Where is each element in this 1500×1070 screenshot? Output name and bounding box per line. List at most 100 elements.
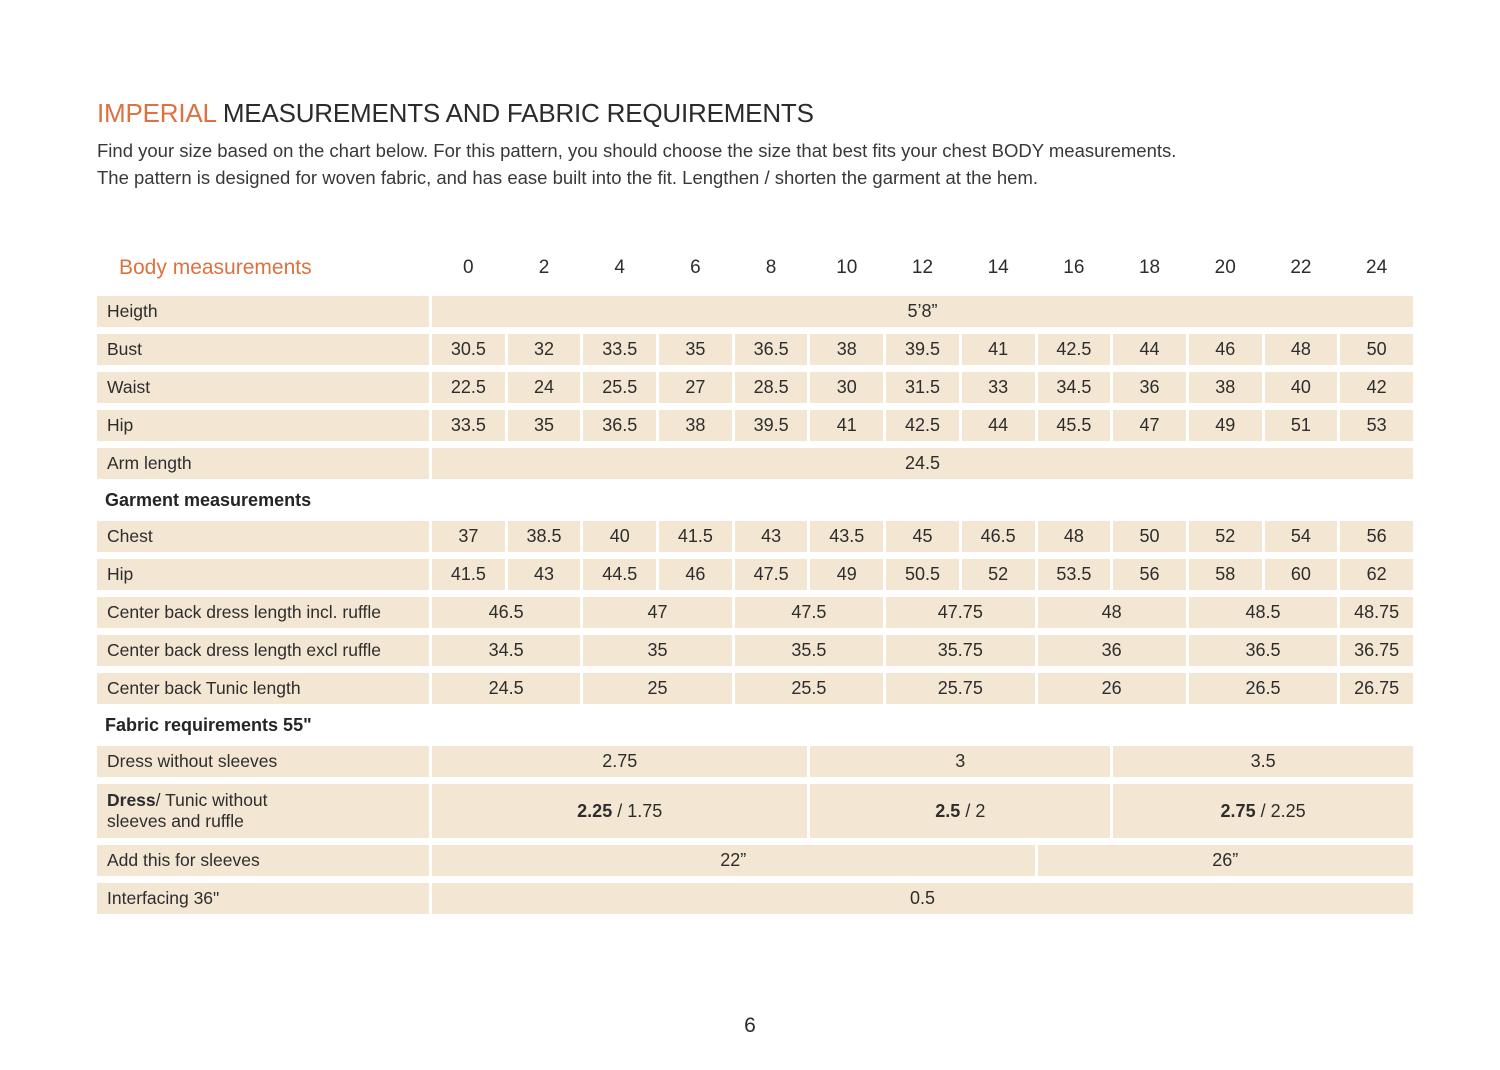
value-cell: 38 bbox=[810, 334, 884, 365]
value-cell: 30.5 bbox=[432, 334, 505, 365]
value-cell: 56 bbox=[1340, 521, 1413, 552]
row-label: Dress without sleeves bbox=[97, 746, 429, 777]
value-cell: 39.5 bbox=[734, 410, 808, 441]
value-cell: 36 bbox=[1037, 635, 1186, 666]
value-cell: 48 bbox=[1264, 334, 1338, 365]
value-cell: 33.5 bbox=[432, 410, 505, 441]
value-cell: 42.5 bbox=[1037, 334, 1111, 365]
value-cell: 38.5 bbox=[507, 521, 581, 552]
table-row: Center back Tunic length 24.5 25 25.5 25.75 2… bbox=[97, 673, 1413, 704]
value-cell: 24.5 bbox=[432, 673, 581, 704]
value-cell: 48.75 bbox=[1340, 597, 1413, 628]
value-cell: 25.75 bbox=[886, 673, 1035, 704]
value-cell: 49 bbox=[810, 559, 884, 590]
row-label: Center back dress length excl ruffle bbox=[97, 635, 429, 666]
page-title-rest: MEASUREMENTS AND FABRIC REQUIREMENTS bbox=[222, 98, 814, 128]
value-cell: 40 bbox=[1264, 372, 1338, 403]
table-row: Center back dress length excl ruffle 34.5… bbox=[97, 635, 1413, 666]
value-cell: 25.5 bbox=[583, 372, 657, 403]
value-cell: 2.5 / 2 bbox=[810, 784, 1111, 838]
size-column-header: 6 bbox=[690, 257, 701, 278]
value-bold: 2.5 bbox=[935, 800, 961, 821]
value-cell: 30 bbox=[810, 372, 884, 403]
row-label: Center back Tunic length bbox=[97, 673, 429, 704]
value-cell: 27 bbox=[659, 372, 732, 403]
value-cell: 41 bbox=[810, 410, 884, 441]
value-cell: 25.5 bbox=[734, 673, 884, 704]
value-cell: 28.5 bbox=[734, 372, 808, 403]
value-cell: 54 bbox=[1264, 521, 1338, 552]
size-column-header: 2 bbox=[538, 257, 550, 278]
row-label: Center back dress length incl. ruffle bbox=[97, 597, 429, 628]
value-cell: 52 bbox=[961, 559, 1035, 590]
table-row: Dress/ Tunic without sleeves and ruffle 2… bbox=[97, 784, 1413, 838]
table-row: Garment measurements bbox=[97, 486, 1413, 514]
value-cell: 22.5 bbox=[432, 372, 505, 403]
value-cell: 39.5 bbox=[886, 334, 959, 365]
value-cell: 46 bbox=[659, 559, 732, 590]
table-row: Dress without sleeves 2.75 3 3.5 bbox=[97, 746, 1413, 777]
value-cell: 48.5 bbox=[1188, 597, 1338, 628]
value-bold: 2.75 bbox=[1220, 800, 1256, 821]
row-label: Arm length bbox=[97, 448, 429, 479]
value-cell: 43 bbox=[507, 559, 581, 590]
value-cell: 2.75 / 2.25 bbox=[1113, 784, 1413, 838]
page-title: IMPERIAL MEASUREMENTS AND FABRIC REQUIRE… bbox=[97, 98, 1427, 129]
value-cell: 2.75 bbox=[432, 746, 808, 777]
value-cell: 56 bbox=[1113, 559, 1186, 590]
value-cell: 34.5 bbox=[432, 635, 581, 666]
page-title-accent: IMPERIAL bbox=[97, 98, 216, 128]
page-number: 6 bbox=[744, 1014, 756, 1037]
value-cell: 2.25 / 1.75 bbox=[432, 784, 808, 838]
intro-text: Find your size based on the chart below.… bbox=[97, 137, 1427, 191]
row-label: Hip bbox=[97, 410, 429, 441]
value-cell: 43 bbox=[734, 521, 808, 552]
value-cell: 48 bbox=[1037, 521, 1111, 552]
row-label: Add this for sleeves bbox=[97, 845, 429, 876]
table-row: Add this for sleeves 22” 26” bbox=[97, 845, 1413, 876]
value-cell: 49 bbox=[1188, 410, 1262, 441]
value-cell: 5’8” bbox=[432, 296, 1413, 327]
size-column-header: 12 bbox=[911, 257, 934, 278]
size-column-header: 18 bbox=[1138, 257, 1161, 278]
value-cell: 22” bbox=[432, 845, 1035, 876]
value-cell: 36.5 bbox=[734, 334, 808, 365]
value-cell: 47 bbox=[583, 597, 732, 628]
value-cell: 35.5 bbox=[734, 635, 884, 666]
size-column-header: 4 bbox=[614, 257, 625, 278]
value-cell: 26 bbox=[1037, 673, 1186, 704]
row-label-bold: Dress bbox=[107, 790, 156, 810]
value-cell: 26.5 bbox=[1188, 673, 1338, 704]
size-column-header: 8 bbox=[765, 257, 777, 278]
table-row: Arm length 24.5 bbox=[97, 448, 1413, 479]
value-cell: 3 bbox=[810, 746, 1111, 777]
value-cell: 58 bbox=[1188, 559, 1262, 590]
value-cell: 46.5 bbox=[432, 597, 581, 628]
measurements-table: Body measurements 0 2 4 6 8 10 12 14 16 18 20 22 24 He… bbox=[94, 240, 1416, 921]
intro-line-2: The pattern is designed for woven fabric… bbox=[97, 167, 1038, 188]
value-cell: 47.75 bbox=[886, 597, 1035, 628]
value-cell: 41 bbox=[961, 334, 1035, 365]
size-column-header: 14 bbox=[987, 257, 1009, 278]
value-cell: 35 bbox=[583, 635, 732, 666]
value-bold: 2.25 bbox=[577, 800, 613, 821]
size-column-header: 24 bbox=[1366, 257, 1388, 278]
row-label: Heigth bbox=[97, 296, 429, 327]
value-cell: 37 bbox=[432, 521, 505, 552]
value-cell: 42 bbox=[1340, 372, 1413, 403]
value-cell: 35 bbox=[659, 334, 732, 365]
value-cell: 47.5 bbox=[734, 559, 808, 590]
value-cell: 26.75 bbox=[1340, 673, 1413, 704]
table-row: Hip 33.5 35 36.5 38 39.5 41 42.5 44 45.5 47 49 51 53 bbox=[97, 410, 1413, 441]
section-label: Garment measurements bbox=[105, 489, 312, 510]
value-cell: 45 bbox=[886, 521, 959, 552]
value-cell: 42.5 bbox=[886, 410, 959, 441]
body-measurements-label: Body measurements bbox=[119, 256, 312, 279]
value-cell: 62 bbox=[1340, 559, 1413, 590]
header-block: IMPERIAL MEASUREMENTS AND FABRIC REQUIRE… bbox=[97, 98, 1427, 191]
value-cell: 0.5 bbox=[432, 883, 1413, 914]
table-row: Heigth 5’8” bbox=[97, 296, 1413, 327]
table-row: Fabric requirements 55" bbox=[97, 711, 1413, 739]
value-cell: 53 bbox=[1340, 410, 1413, 441]
value-cell: 38 bbox=[659, 410, 732, 441]
